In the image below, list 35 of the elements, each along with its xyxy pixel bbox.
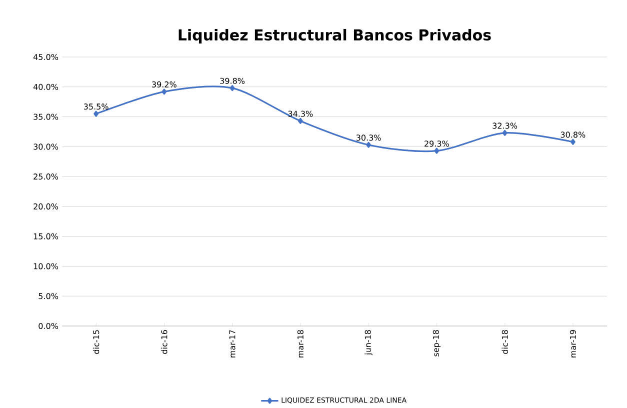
x-tick-label: mar-19 [570, 330, 576, 358]
x-tick-label: dic-15 [92, 330, 100, 354]
chart-title: Liquidez Estructural Bancos Privados [178, 28, 491, 44]
x-tick-label: jun-18 [364, 330, 372, 356]
point [230, 85, 235, 92]
data-label: 29.3% [424, 140, 449, 147]
point [434, 148, 440, 154]
x-tick-label: mar-18 [297, 330, 304, 358]
data-label: 34.3% [288, 110, 313, 117]
y-tick-label: 10.0% [34, 263, 58, 270]
data-label: 39.2% [152, 81, 176, 88]
y-tick-label: 5.0% [38, 293, 58, 300]
x-tick-label: mar-17 [229, 330, 236, 358]
data-label: 30.3% [356, 134, 381, 141]
data-label: 39.8% [220, 78, 245, 84]
y-tick-label: 15.0% [34, 233, 58, 240]
x-tick-label: dic-18 [502, 330, 508, 354]
y-tick-label: 45.0% [33, 54, 58, 60]
data-label: 35.5% [84, 103, 108, 110]
point [162, 88, 167, 95]
point [298, 118, 303, 124]
y-tick-label: 25.0% [34, 173, 58, 180]
y-tick-label: 35.0% [34, 114, 58, 120]
point [94, 110, 99, 117]
y-tick-label: 20.0% [34, 203, 58, 210]
y-tick-label: 40.0% [33, 84, 58, 90]
point [502, 130, 508, 136]
point [570, 138, 576, 145]
y-tick-label: 30.0% [34, 144, 58, 150]
data-label: 32.3% [492, 122, 518, 129]
data-label: 30.8% [560, 132, 586, 138]
point [366, 142, 372, 148]
y-tick-label: 0.0% [38, 322, 58, 329]
x-tick-label: dic-16 [161, 330, 168, 354]
x-tick-label: sep-18 [432, 330, 440, 356]
